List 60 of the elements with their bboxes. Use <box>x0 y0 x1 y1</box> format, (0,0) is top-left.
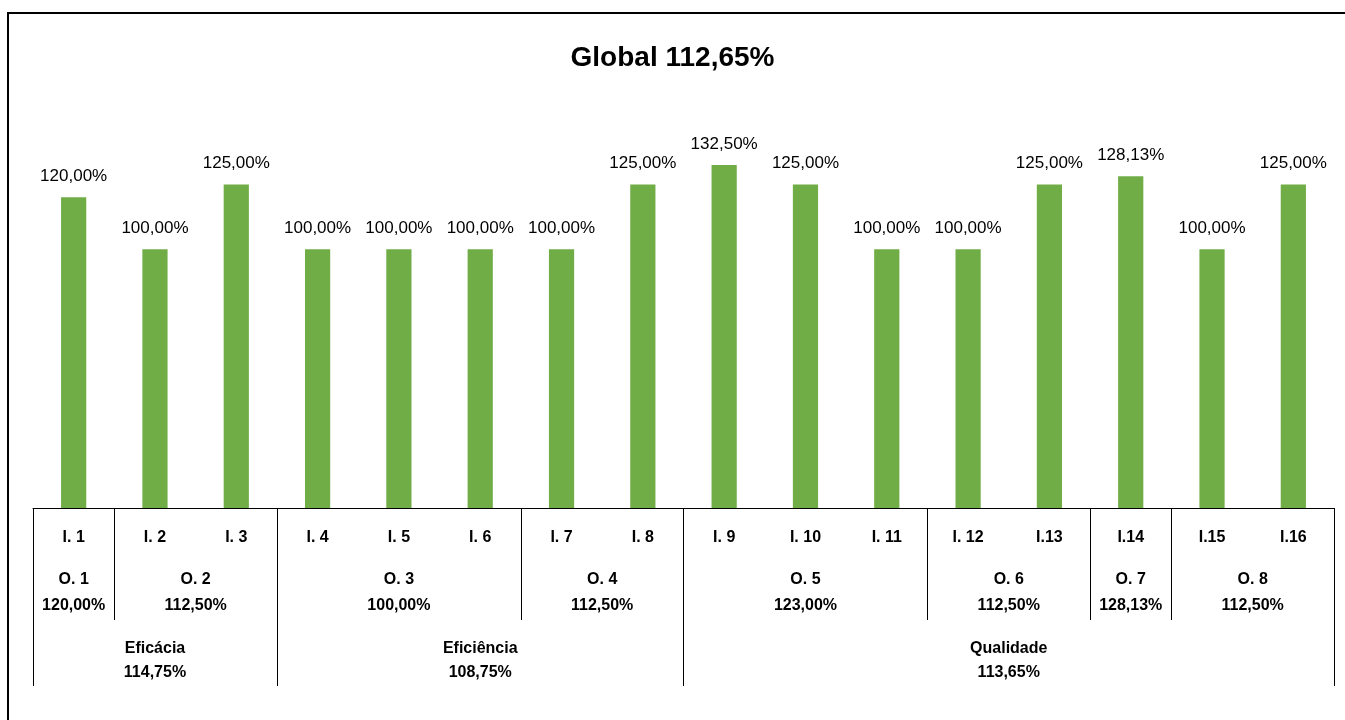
text: O. 2 112,50% <box>164 569 227 613</box>
data-label: 125,00% <box>1259 153 1327 173</box>
bar <box>1118 176 1144 508</box>
x-tick-label: I. 6 <box>469 527 492 545</box>
x-tick-label: I. 9 <box>713 527 736 545</box>
x-tick-label: I. 12 <box>952 527 984 545</box>
text: Qualidade 113,65% <box>970 638 1048 680</box>
bar <box>467 249 493 508</box>
data-label: 125,00% <box>1015 153 1083 173</box>
bar <box>955 249 981 508</box>
data-label: 125,00% <box>202 153 270 173</box>
x-tick-label: I.16 <box>1280 527 1307 545</box>
data-label: 100,00% <box>527 218 596 238</box>
data-label: 128,13% <box>1097 145 1165 165</box>
bar <box>386 249 412 508</box>
x-tick-label: I. 3 <box>225 527 248 545</box>
data-label: 100,00% <box>853 218 921 238</box>
x-tick-label: I. 1 <box>62 527 85 545</box>
data-label: 100,00% <box>1178 218 1246 238</box>
data-label: 120,00% <box>40 166 108 186</box>
data-label: 132,50% <box>690 134 758 153</box>
bar <box>61 197 87 508</box>
x-tick-label: I.15 <box>1198 527 1226 545</box>
text: O. 1 120,00% <box>42 569 106 613</box>
x-tick-label: I. 4 <box>306 527 329 545</box>
bar <box>548 249 575 508</box>
x-tick-label: I. 11 <box>871 527 903 545</box>
data-label: 100,00% <box>446 218 514 238</box>
text: Eficiência 108,75% <box>442 638 518 680</box>
x-tick-label: I.14 <box>1117 527 1145 545</box>
x-tick-label: I. 8 <box>631 527 655 545</box>
text: O. 5 123,00% <box>773 569 838 613</box>
data-label: 100,00% <box>934 218 1002 238</box>
bar <box>304 249 331 508</box>
data-label: 125,00% <box>771 153 840 173</box>
text: O. 6 112,50% <box>977 569 1040 613</box>
data-label: 125,00% <box>609 153 677 173</box>
x-tick-label: I. 5 <box>387 527 411 545</box>
text: O. 8 112,50% <box>1221 569 1284 613</box>
bar <box>874 249 900 508</box>
bar <box>1280 184 1306 508</box>
x-tick-label: I. 10 <box>789 527 822 545</box>
text: O. 4 112,50% <box>571 569 634 613</box>
text: O. 3 100,00% <box>367 569 431 613</box>
x-tick-label: I.13 <box>1036 527 1063 545</box>
data-label: 100,00% <box>121 218 189 238</box>
chart-title: Global 112,65% <box>570 40 775 72</box>
bar <box>630 184 656 508</box>
data-label: 100,00% <box>284 218 352 238</box>
bar <box>223 184 249 508</box>
x-tick-label: I. 7 <box>550 527 573 545</box>
data-label: 100,00% <box>365 218 433 238</box>
bar <box>1199 249 1225 508</box>
x-tick-label: I. 2 <box>143 527 167 545</box>
bar <box>792 184 819 508</box>
text: Eficácia 114,75% <box>123 638 187 680</box>
bar <box>1036 184 1063 508</box>
bar <box>711 165 737 508</box>
bar <box>142 249 168 508</box>
text: O. 7 128,13% <box>1099 569 1163 613</box>
